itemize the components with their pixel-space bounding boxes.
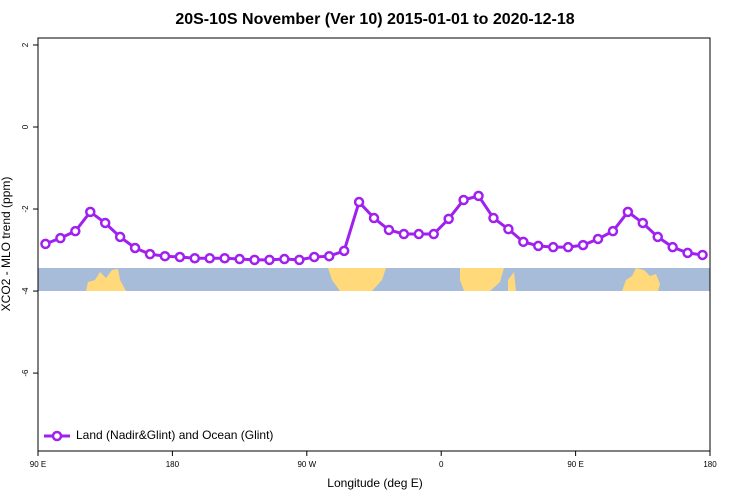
data-point xyxy=(55,232,66,244)
data-point xyxy=(294,254,305,266)
data-point xyxy=(533,240,544,252)
land-area xyxy=(86,269,126,291)
data-point xyxy=(70,225,81,237)
data-point xyxy=(518,236,529,248)
data-point xyxy=(652,231,663,243)
data-point xyxy=(338,245,350,257)
legend: Land (Nadir&Glint) and Ocean (Glint) xyxy=(44,428,273,442)
data-point xyxy=(488,212,499,224)
chart-title: 20S-10S November (Ver 10) 2015-01-01 to … xyxy=(175,11,574,28)
data-point xyxy=(249,254,260,266)
y-tick-label: -6 xyxy=(21,369,30,377)
data-point xyxy=(40,238,51,250)
land-area xyxy=(508,272,516,291)
data-point xyxy=(323,250,335,262)
data-point xyxy=(189,252,201,264)
data-point xyxy=(383,224,395,236)
plot-frame xyxy=(37,37,711,452)
data-point xyxy=(607,225,619,237)
data-point xyxy=(592,233,604,245)
data-point xyxy=(622,206,634,218)
data-point xyxy=(398,228,410,240)
legend-marker xyxy=(51,430,63,442)
data-point xyxy=(85,206,96,218)
data-point xyxy=(264,254,275,266)
data-point xyxy=(368,212,380,224)
land-area xyxy=(622,268,660,291)
x-tick-label: 180 xyxy=(166,460,180,469)
data-point xyxy=(353,196,365,208)
data-point xyxy=(667,241,678,253)
x-tick-label: 90 E xyxy=(30,460,46,469)
data-point xyxy=(204,252,215,264)
data-point xyxy=(144,248,156,260)
data-point xyxy=(473,190,484,202)
data-point xyxy=(697,249,708,261)
data-point xyxy=(99,217,111,229)
data-point xyxy=(234,253,245,265)
data-point xyxy=(458,194,469,206)
data-point xyxy=(562,241,574,253)
x-tick-label: 0 xyxy=(439,460,444,469)
y-tick-label: -2 xyxy=(21,205,30,213)
data-point xyxy=(129,242,141,254)
data-point xyxy=(547,241,559,253)
y-tick-label: 2 xyxy=(21,42,30,47)
data-point xyxy=(174,251,186,263)
data-point xyxy=(114,231,126,243)
x-tick-label: 90 W xyxy=(297,460,316,469)
data-point xyxy=(279,253,290,265)
data-point xyxy=(159,250,171,262)
y-axis-label: XCO2 - MLO trend (ppm) xyxy=(0,177,13,312)
data-point xyxy=(413,228,425,240)
data-point xyxy=(577,239,589,251)
land-area xyxy=(460,268,504,291)
y-tick-label: -4 xyxy=(21,287,30,295)
series-line xyxy=(44,194,703,262)
data-point xyxy=(309,251,320,263)
land-ocean-strip xyxy=(38,268,710,291)
x-axis-label: Longitude (deg E) xyxy=(327,476,422,490)
x-tick-label: 90 E xyxy=(567,460,583,469)
data-point xyxy=(682,247,693,259)
data-point xyxy=(428,228,439,240)
data-point xyxy=(503,223,514,235)
data-point xyxy=(443,213,454,225)
data-point xyxy=(637,217,649,229)
y-tick-label: 0 xyxy=(21,124,30,129)
x-tick-label: 180 xyxy=(703,460,717,469)
legend-label: Land (Nadir&Glint) and Ocean (Glint) xyxy=(76,428,273,442)
land-area xyxy=(328,268,386,291)
data-point xyxy=(219,252,230,264)
